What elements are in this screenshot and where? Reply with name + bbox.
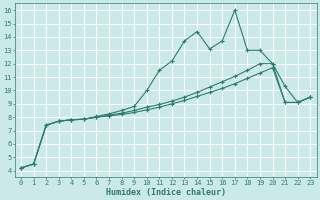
X-axis label: Humidex (Indice chaleur): Humidex (Indice chaleur) bbox=[106, 188, 226, 197]
